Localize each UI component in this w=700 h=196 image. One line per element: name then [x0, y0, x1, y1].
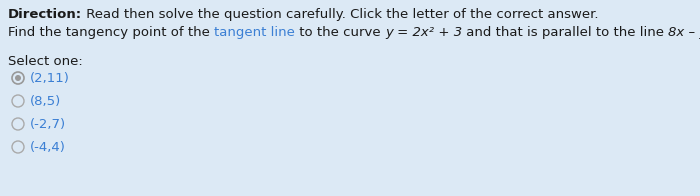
- Text: and that is parallel to the line: and that is parallel to the line: [462, 26, 668, 39]
- Text: (-4,4): (-4,4): [30, 141, 66, 154]
- Text: Direction:: Direction:: [8, 8, 82, 21]
- Text: Find the tangency point of the: Find the tangency point of the: [8, 26, 214, 39]
- Text: Select one:: Select one:: [8, 55, 83, 68]
- Text: tangent line: tangent line: [214, 26, 295, 39]
- Text: (8,5): (8,5): [30, 95, 62, 108]
- Ellipse shape: [15, 75, 21, 81]
- Text: Read then solve the question carefully. Click the letter of the correct answer.: Read then solve the question carefully. …: [82, 8, 598, 21]
- Text: (2,11): (2,11): [30, 72, 70, 85]
- Text: y = 2x² + 3: y = 2x² + 3: [385, 26, 462, 39]
- Text: (-2,7): (-2,7): [30, 118, 66, 131]
- Text: 8x – y + 3 = 0: 8x – y + 3 = 0: [668, 26, 700, 39]
- Text: to the curve: to the curve: [295, 26, 385, 39]
